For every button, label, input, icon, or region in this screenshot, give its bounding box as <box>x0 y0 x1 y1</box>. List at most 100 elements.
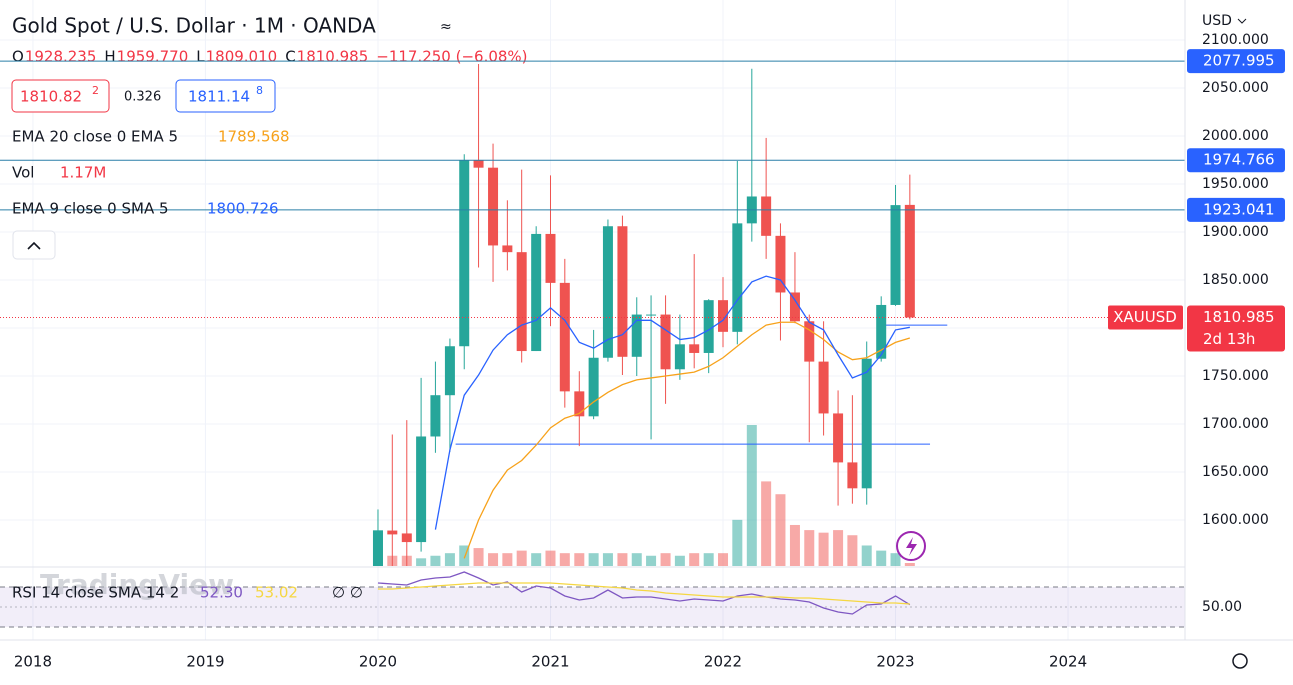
volume-bar <box>703 553 714 566</box>
rsi-band <box>0 587 1185 627</box>
x-tick-label: 2022 <box>704 653 742 671</box>
candle-body <box>775 235 786 293</box>
candle-body <box>876 304 887 359</box>
candle-body <box>559 282 570 392</box>
spread: 0.326 <box>124 90 161 105</box>
volume-bar <box>861 545 872 566</box>
candle-body <box>545 233 556 283</box>
buy-button[interactable] <box>175 79 276 113</box>
price-label: 2077.995 <box>1203 52 1275 70</box>
candle-body <box>833 413 844 463</box>
candle-body <box>847 462 858 489</box>
candle-body <box>516 252 527 352</box>
volume-bar <box>890 553 901 566</box>
legend-ema9-value: 1800.726 <box>207 200 279 218</box>
volume-bar <box>545 550 556 566</box>
candle-body <box>646 314 657 316</box>
chevron <box>1237 18 1247 24</box>
candle-body <box>488 167 499 246</box>
ohlc-label: L <box>196 48 205 66</box>
y-tick-label: 1650.000 <box>1202 464 1269 480</box>
watermark: TradingView <box>40 568 234 601</box>
candle-body <box>401 533 412 543</box>
symbol-box <box>1108 305 1183 330</box>
legend-ema20-value: 1789.568 <box>218 128 290 146</box>
legend-rsi-sma: 53.02 <box>255 584 298 602</box>
ohlc-value: 1809.010 <box>206 48 278 66</box>
ohlc-value: 1928.235 <box>25 48 97 66</box>
countdown: 2d 13h <box>1203 330 1255 348</box>
x-tick-label: 2018 <box>14 653 52 671</box>
sell-sup: 2 <box>92 84 99 97</box>
volume-bar <box>559 553 570 566</box>
volume-bar <box>833 530 844 566</box>
ohlc-label: H <box>104 48 115 66</box>
buy-sup: 8 <box>256 84 263 97</box>
volume-bar <box>473 548 484 566</box>
price-label-box <box>1187 49 1285 74</box>
candle-body <box>444 346 455 396</box>
volume-bar <box>789 524 800 566</box>
candle-body <box>761 196 772 236</box>
settings-icon[interactable] <box>1232 653 1248 669</box>
ohlc-label: O <box>12 48 24 66</box>
volume-bar <box>660 553 671 566</box>
volume-bar <box>430 555 441 566</box>
volume-bar <box>876 550 887 566</box>
volume-bar <box>444 553 455 566</box>
candle-body <box>588 357 599 417</box>
candle-body <box>789 292 800 322</box>
legend-rsi-value: 52.30 <box>200 584 243 602</box>
candle-body <box>502 245 513 253</box>
ohlc-change: −117.250 (−6.08%) <box>376 48 527 66</box>
x-tick-label: 2024 <box>1049 653 1087 671</box>
volume-bar <box>761 481 772 566</box>
candle-body <box>804 321 815 362</box>
volume-bar <box>416 558 427 566</box>
current-price-label: 1810.985 <box>1203 308 1275 326</box>
y-tick-label: 1700.000 <box>1202 416 1269 432</box>
volume-bar <box>818 532 829 566</box>
candle-body <box>617 226 628 357</box>
collapse-button[interactable] <box>12 230 56 260</box>
x-tick-label: 2021 <box>531 653 569 671</box>
candle-body <box>372 530 383 566</box>
y-tick-label: 1900.000 <box>1202 224 1269 240</box>
x-tick-label: 2019 <box>186 653 224 671</box>
legend-rsi-na: ∅ ∅ <box>332 584 363 602</box>
volume-bar <box>847 535 858 566</box>
y-tick-label: 2100.000 <box>1202 32 1269 48</box>
volume-bar <box>904 563 915 566</box>
currency-button[interactable]: USD <box>1202 13 1232 29</box>
candle-body <box>416 436 427 543</box>
legend-ema9: EMA 9 close 0 SMA 5 <box>12 200 169 218</box>
candle-body <box>890 205 901 305</box>
rsi-line <box>377 571 911 615</box>
legend-rsi: RSI 14 close SMA 14 2 <box>12 584 179 602</box>
rsi-line <box>377 582 910 605</box>
volume-bar <box>531 553 542 566</box>
candle-body <box>602 226 613 358</box>
candle-body <box>473 160 484 168</box>
buy-price: 1811.14 <box>188 88 250 106</box>
sell-button[interactable] <box>11 79 110 113</box>
compare-button[interactable]: ≈ <box>440 19 452 35</box>
candle-body <box>631 314 642 357</box>
price-label-box <box>1187 148 1285 173</box>
y-tick-label: 2050.000 <box>1202 80 1269 96</box>
ohlc-value: 1959.770 <box>117 48 189 66</box>
candle-body <box>703 300 714 353</box>
price-label: 1923.041 <box>1203 200 1275 218</box>
candle-body <box>732 223 743 332</box>
candle-body <box>904 204 915 318</box>
candle-body <box>718 300 729 332</box>
candle-body <box>689 344 700 353</box>
volume-bar <box>718 553 729 566</box>
candle-body <box>574 391 585 417</box>
price-label-box <box>1187 197 1285 222</box>
candle-body <box>459 160 470 347</box>
x-tick-label: 2023 <box>876 653 914 671</box>
ohlc-value: 1810.985 <box>297 48 369 66</box>
volume-bar <box>804 530 815 566</box>
